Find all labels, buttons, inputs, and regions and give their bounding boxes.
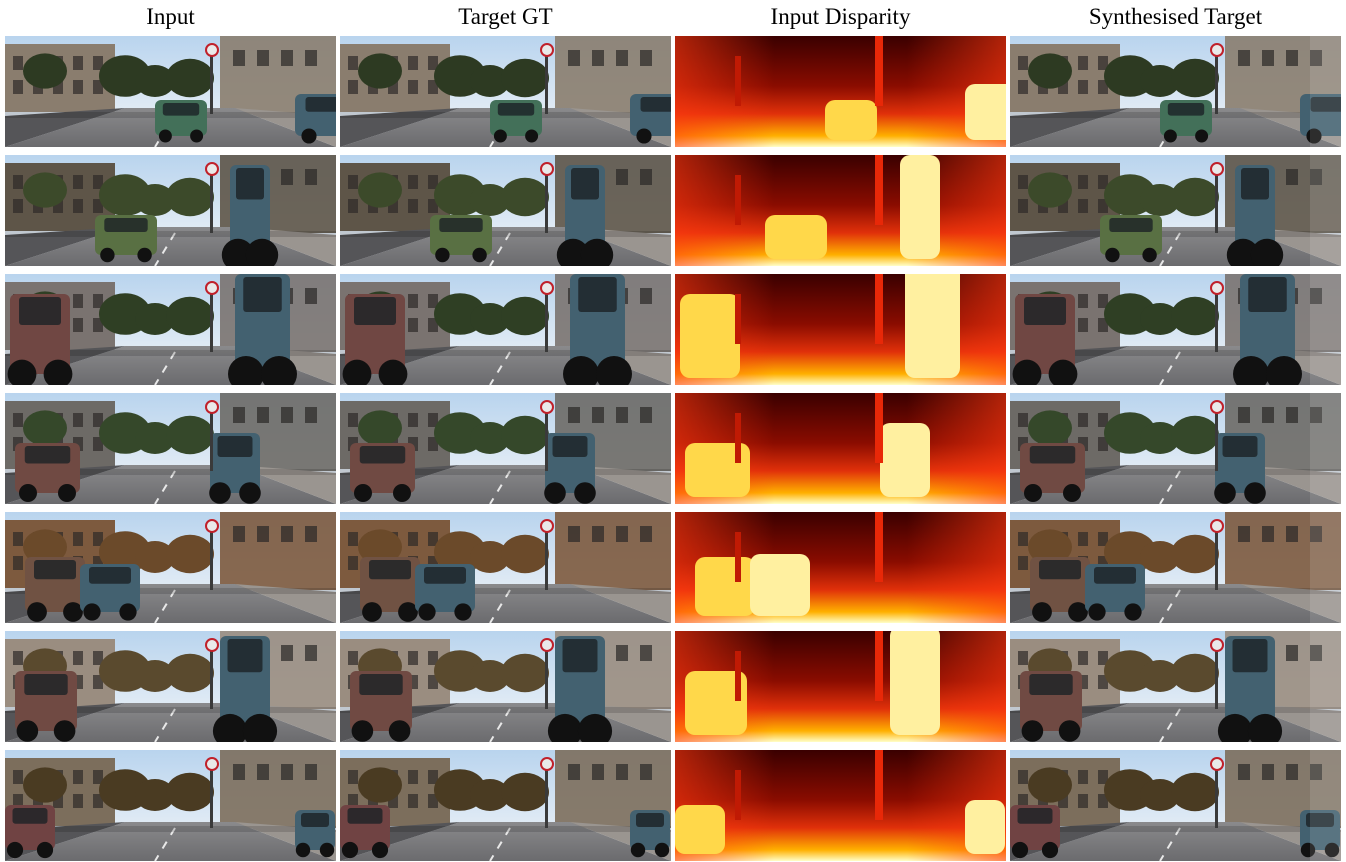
- image-street-with-black-cars-and-buildings-input-disparity: [675, 631, 1006, 742]
- image-street-with-black-cars-and-buildings-input: [5, 631, 336, 742]
- panel-row5-input: [5, 512, 336, 623]
- panel-row1-target-gt: [340, 36, 671, 147]
- panel-row4-input-disparity: [675, 393, 1006, 504]
- column-header-input-disparity: Input Disparity: [770, 4, 911, 29]
- panel-row1-input: [5, 36, 336, 147]
- panel-row6-target-gt: [340, 631, 671, 742]
- column-header-input: Input: [146, 4, 195, 29]
- panel-row5-input-disparity: [675, 512, 1006, 623]
- panel-row4-input: [5, 393, 336, 504]
- image-street-with-white-van-and-sign-input: [5, 155, 336, 266]
- panel-row3-synthesised-target: [1010, 274, 1341, 385]
- image-plaza-with-trees-and-kiosk-input-disparity: [675, 750, 1006, 861]
- image-city-street-with-cyclists-synthesised-target: [1010, 512, 1341, 623]
- panel-row7-input-disparity: [675, 750, 1006, 861]
- panel-row7-synthesised-target: [1010, 750, 1341, 861]
- image-plaza-with-trees-and-kiosk-synthesised-target: [1010, 750, 1341, 861]
- image-road-intersection-with-traffic-lights-input: [5, 36, 336, 147]
- panel-row2-input: [5, 155, 336, 266]
- panel-row5-synthesised-target: [1010, 512, 1341, 623]
- panel-row4-synthesised-target: [1010, 393, 1341, 504]
- panel-row6-input: [5, 631, 336, 742]
- image-tree-lined-street-with-parked-cars-input-disparity: [675, 274, 1006, 385]
- image-street-with-black-cars-and-buildings-synthesised-target: [1010, 631, 1341, 742]
- image-residential-street-with-sign-input-disparity: [675, 393, 1006, 504]
- panel-row2-synthesised-target: [1010, 155, 1341, 266]
- image-tree-lined-street-with-parked-cars-target-gt: [340, 274, 671, 385]
- panel-row7-target-gt: [340, 750, 671, 861]
- panel-row3-input: [5, 274, 336, 385]
- panel-row5-target-gt: [340, 512, 671, 623]
- image-residential-street-with-sign-synthesised-target: [1010, 393, 1341, 504]
- image-street-with-black-cars-and-buildings-target-gt: [340, 631, 671, 742]
- image-residential-street-with-sign-input: [5, 393, 336, 504]
- image-plaza-with-trees-and-kiosk-target-gt: [340, 750, 671, 861]
- image-street-with-white-van-and-sign-target-gt: [340, 155, 671, 266]
- image-street-with-white-van-and-sign-synthesised-target: [1010, 155, 1341, 266]
- panel-row2-input-disparity: [675, 155, 1006, 266]
- panel-row6-synthesised-target: [1010, 631, 1341, 742]
- panel-row2-target-gt: [340, 155, 671, 266]
- figure-grid: [0, 36, 1346, 862]
- figure-header: Input Target GT Input Disparity Synthesi…: [0, 0, 1346, 36]
- panel-row3-target-gt: [340, 274, 671, 385]
- image-plaza-with-trees-and-kiosk-input: [5, 750, 336, 861]
- image-road-intersection-with-traffic-lights-input-disparity: [675, 36, 1006, 147]
- image-residential-street-with-sign-target-gt: [340, 393, 671, 504]
- column-header-target-gt: Target GT: [458, 4, 553, 29]
- panel-row4-target-gt: [340, 393, 671, 504]
- image-road-intersection-with-traffic-lights-target-gt: [340, 36, 671, 147]
- panel-row7-input: [5, 750, 336, 861]
- image-city-street-with-cyclists-input-disparity: [675, 512, 1006, 623]
- panel-row1-synthesised-target: [1010, 36, 1341, 147]
- image-city-street-with-cyclists-input: [5, 512, 336, 623]
- column-header-synthesised-target: Synthesised Target: [1088, 4, 1263, 29]
- image-city-street-with-cyclists-target-gt: [340, 512, 671, 623]
- panel-row3-input-disparity: [675, 274, 1006, 385]
- image-street-with-white-van-and-sign-input-disparity: [675, 155, 1006, 266]
- image-road-intersection-with-traffic-lights-synthesised-target: [1010, 36, 1341, 147]
- panel-row1-input-disparity: [675, 36, 1006, 147]
- panel-row6-input-disparity: [675, 631, 1006, 742]
- image-tree-lined-street-with-parked-cars-synthesised-target: [1010, 274, 1341, 385]
- image-tree-lined-street-with-parked-cars-input: [5, 274, 336, 385]
